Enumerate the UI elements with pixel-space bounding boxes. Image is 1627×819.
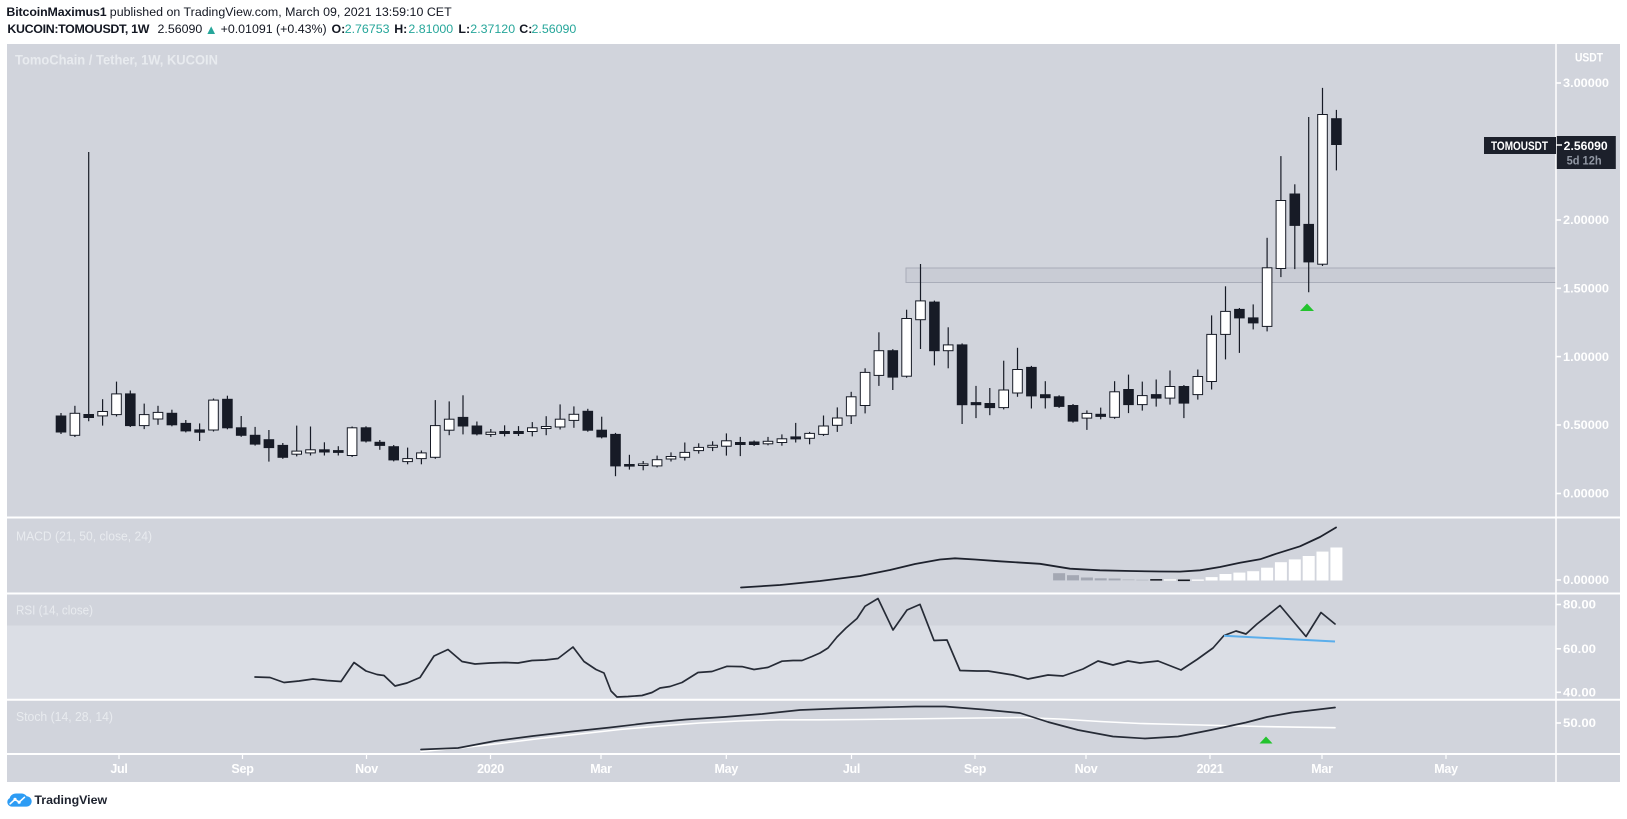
svg-text:MACD (21, 50, close, 24): MACD (21, 50, close, 24) <box>16 528 152 543</box>
svg-text:3.00000: 3.00000 <box>1563 76 1609 90</box>
svg-text:40.00: 40.00 <box>1563 686 1596 700</box>
svg-text:TomoChain / Tether, 1W, KUCOIN: TomoChain / Tether, 1W, KUCOIN <box>15 51 218 67</box>
svg-text:0.00000: 0.00000 <box>1563 573 1609 587</box>
svg-text:May: May <box>715 762 739 776</box>
svg-text:Sep: Sep <box>231 762 254 776</box>
svg-text:1.00000: 1.00000 <box>1563 350 1609 364</box>
svg-text:0.50000: 0.50000 <box>1563 418 1609 432</box>
svg-text:TOMOUSDT: TOMOUSDT <box>1491 141 1548 153</box>
svg-text:2021: 2021 <box>1197 762 1224 776</box>
svg-text:Stoch (14, 28, 14): Stoch (14, 28, 14) <box>16 709 113 724</box>
svg-text:Nov: Nov <box>355 762 378 776</box>
svg-text:0.00000: 0.00000 <box>1563 487 1609 501</box>
svg-text:Jul: Jul <box>843 762 860 776</box>
svg-text:1.50000: 1.50000 <box>1563 282 1609 296</box>
svg-text:May: May <box>1434 762 1458 776</box>
svg-text:60.00: 60.00 <box>1563 642 1596 656</box>
svg-text:80.00: 80.00 <box>1563 598 1596 612</box>
svg-text:Sep: Sep <box>964 762 987 776</box>
svg-text:Mar: Mar <box>590 762 612 776</box>
svg-text:2.00000: 2.00000 <box>1563 213 1609 227</box>
svg-text:5d 12h: 5d 12h <box>1567 155 1602 167</box>
svg-text:50.00: 50.00 <box>1563 716 1596 730</box>
svg-text:2020: 2020 <box>477 762 504 776</box>
svg-text:Mar: Mar <box>1311 762 1333 776</box>
svg-text:2.56090: 2.56090 <box>1564 141 1608 153</box>
svg-text:Jul: Jul <box>110 762 127 776</box>
svg-text:RSI (14, close): RSI (14, close) <box>16 603 93 618</box>
svg-text:USDT: USDT <box>1575 51 1604 65</box>
svg-text:Nov: Nov <box>1075 762 1098 776</box>
